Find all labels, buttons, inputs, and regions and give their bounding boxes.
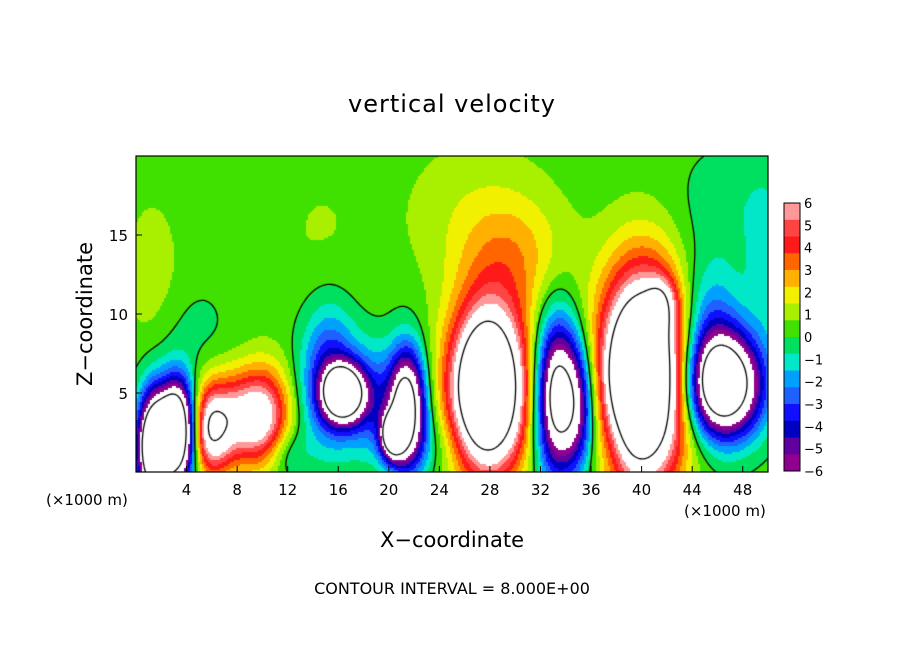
x-tick-label: 20	[379, 481, 398, 499]
velocity-field	[136, 156, 768, 472]
colorbar-swatch	[784, 219, 800, 237]
colorbar-tick-label: 2	[804, 286, 812, 301]
plot-area	[135, 155, 769, 473]
colorbar-swatch	[784, 454, 800, 472]
colorbar-tick-label: 0	[804, 331, 812, 346]
x-unit-left: (×1000 m)	[46, 491, 128, 509]
colorbar-tick-label: −4	[804, 420, 823, 435]
colorbar-swatch	[784, 303, 800, 321]
x-tick-label: 32	[531, 481, 550, 499]
colorbar-swatch	[784, 437, 800, 455]
colorbar-swatch	[784, 270, 800, 288]
colorbar-tick-label: −5	[804, 443, 823, 458]
colorbar-tick-label: 3	[804, 264, 812, 279]
colorbar: 6 5 4 3 2 1 0 −1 −2 −3 −4 −5 −6	[783, 197, 823, 480]
y-tick-label: 10	[109, 306, 128, 324]
colorbar-tick-label: 1	[804, 309, 812, 324]
colorbar-tick-label: 4	[804, 242, 812, 257]
x-tick-label: 28	[480, 481, 499, 499]
colorbar-swatch	[784, 203, 800, 221]
colorbar-swatch	[784, 370, 800, 388]
x-tick-label: 36	[581, 481, 600, 499]
colorbar-swatch	[784, 387, 800, 405]
colorbar-tick-label: −2	[804, 376, 823, 391]
colorbar-swatch	[784, 286, 800, 304]
x-tick-label: 4	[182, 481, 192, 499]
x-axis: 4 8 12 16 20 24 28 32 36 40 44 48	[182, 466, 752, 499]
x-tick-label: 48	[733, 481, 752, 499]
x-tick-label: 40	[632, 481, 651, 499]
colorbar-tick-label: −3	[804, 398, 823, 413]
y-axis: 5 10 15	[109, 227, 142, 403]
colorbar-swatch	[784, 253, 800, 271]
x-axis-label: X−coordinate	[380, 528, 524, 552]
colorbar-swatch	[784, 236, 800, 254]
colorbar-swatch	[784, 404, 800, 422]
colorbar-swatch	[784, 420, 800, 438]
colorbar-frame	[783, 202, 801, 472]
colorbar-swatch	[784, 320, 800, 338]
y-tick-label: 15	[109, 227, 128, 245]
colorbar-tick-label: 6	[804, 197, 812, 212]
colorbar-tick-label: −1	[804, 353, 823, 368]
x-tick-label: 16	[329, 481, 348, 499]
colorbar-tick-label: −6	[804, 465, 823, 480]
contour-interval-footer: CONTOUR INTERVAL = 8.000E+00	[314, 579, 590, 598]
x-tick-label: 44	[683, 481, 702, 499]
colorbar-tick-label: 5	[804, 219, 812, 234]
x-unit-right: (×1000 m)	[684, 502, 766, 520]
x-tick-label: 24	[430, 481, 449, 499]
y-axis-label: Z−coordinate	[73, 242, 97, 386]
x-tick-label: 12	[278, 481, 297, 499]
colorbar-swatch	[784, 337, 800, 355]
colorbar-swatch	[784, 353, 800, 371]
y-tick-label: 5	[118, 385, 128, 403]
chart-title: vertical velocity	[348, 90, 556, 118]
x-tick-label: 8	[232, 481, 242, 499]
